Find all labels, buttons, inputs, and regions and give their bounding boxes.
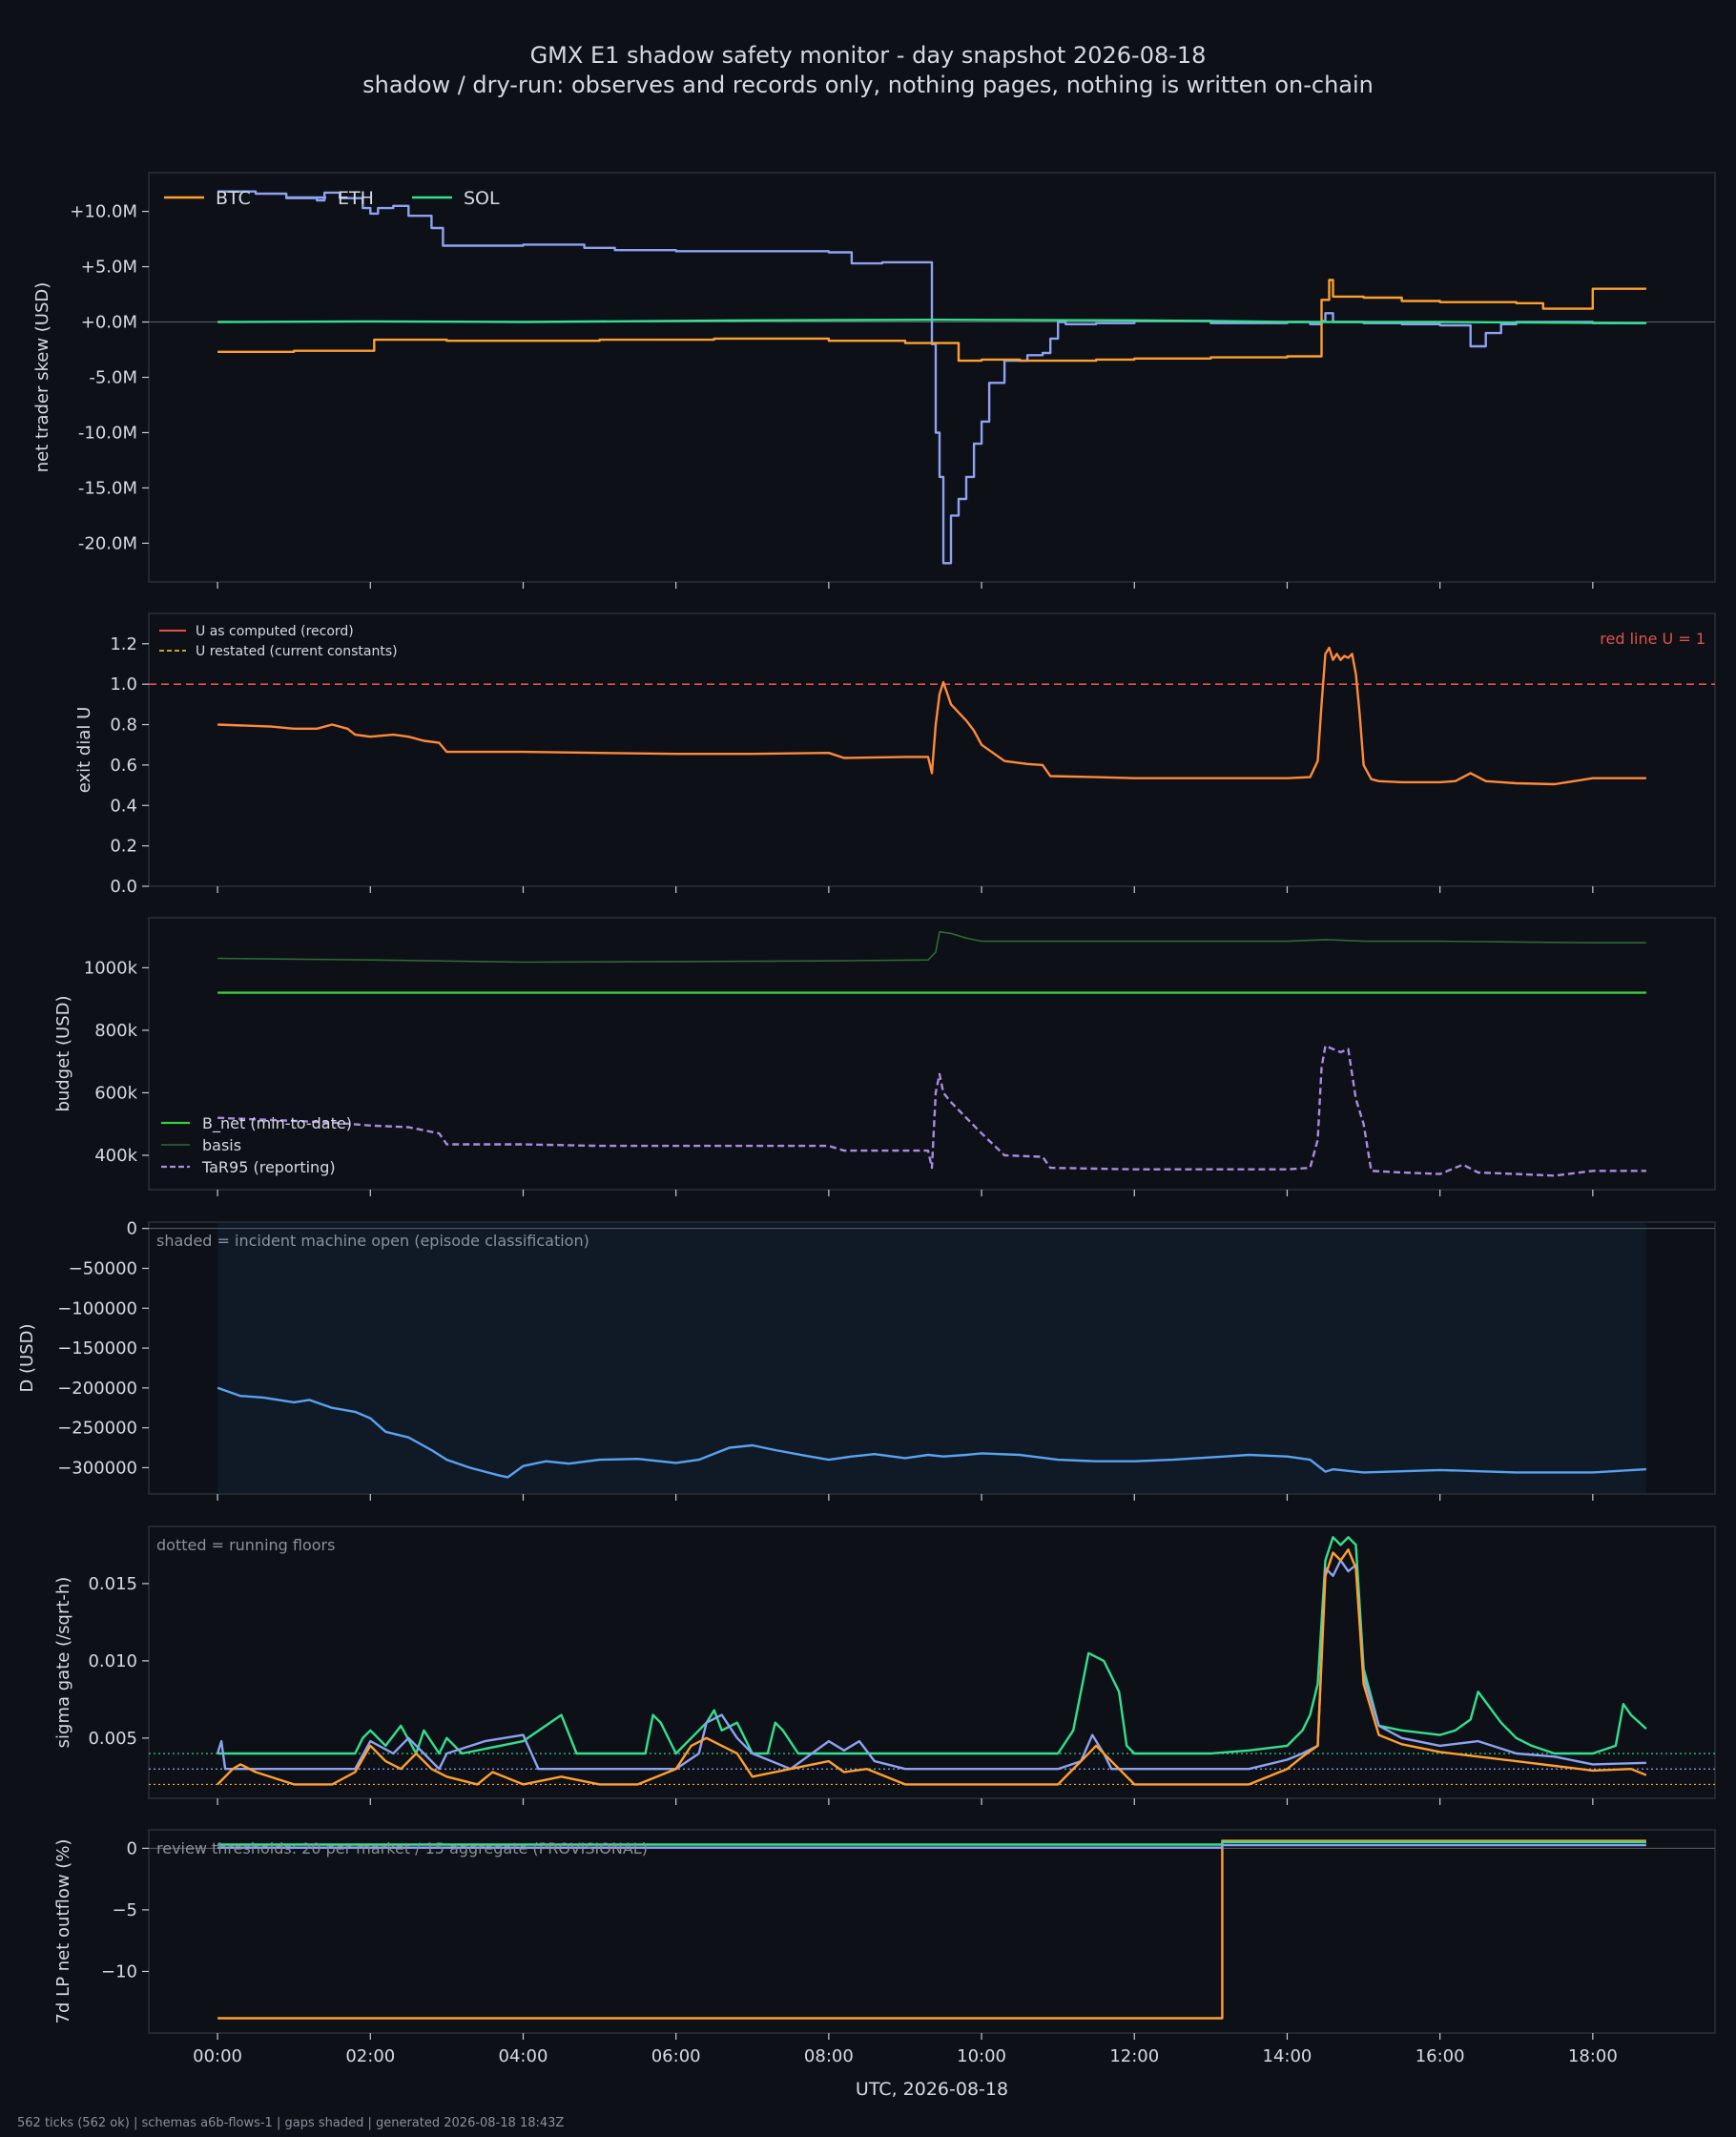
y-tick-label: −200000: [57, 1379, 137, 1399]
y-tick-label: 1000k: [84, 958, 138, 978]
x-tick-label: 00:00: [193, 2046, 242, 2066]
y-tick-label: +0.0M: [81, 313, 137, 333]
legend-label-eth: ETH: [338, 188, 374, 209]
series-line-tar95-reporting: [217, 1045, 1646, 1177]
x-axis-label: UTC, 2026-08-18: [856, 2079, 1008, 2100]
panel-annotation: shaded = incident machine open (episode …: [156, 1232, 589, 1250]
legend-label-u-as-computed-record: U as computed (record): [196, 624, 354, 639]
legend: U as computed (record) U restated (curren…: [159, 624, 398, 659]
y-tick-label: -10.0M: [78, 423, 137, 443]
panel-annotation: dotted = running floors: [156, 1536, 335, 1554]
legend-label-btc: BTC: [216, 188, 251, 209]
y-tick-label: 0.4: [110, 796, 137, 816]
x-tick-label: 16:00: [1416, 2046, 1465, 2066]
footer-status: 562 ticks (562 ok) | schemas a6b-flows-1…: [17, 2116, 564, 2130]
x-tick-label: 08:00: [804, 2046, 854, 2066]
chart-panels: +10.0M +5.0M +0.0M -5.0M -10.0M -15.0M -20.0M n…: [17, 172, 1716, 2066]
panel-d: 0 −50000 −100000 −150000 −200000 −250000 −3000…: [17, 1219, 1716, 1501]
y-tick-label: +5.0M: [81, 258, 137, 278]
series-line-d: [217, 1386, 1646, 1479]
x-tick-label: 14:00: [1263, 2046, 1312, 2066]
panel-skew: +10.0M +5.0M +0.0M -5.0M -10.0M -15.0M -20.0M n…: [32, 172, 1716, 589]
red-line-annotation: red line U = 1: [1600, 630, 1705, 648]
y-tick-label: 1.2: [110, 634, 137, 654]
series-line-basis: [217, 930, 1646, 964]
y-axis-label: 7d LP net outflow (%): [53, 1839, 73, 2024]
series-line-btc: [217, 279, 1646, 363]
y-tick-label: -15.0M: [78, 478, 137, 498]
panel-annotation: review thresholds: 20 per market / 15 ag…: [156, 1839, 648, 1857]
panel-sigma: 0.005 0.010 0.015 sigma gate (/sqrt-h) dotte…: [53, 1525, 1716, 1805]
y-tick-label: 0.8: [110, 716, 137, 736]
series-line-eth: [216, 1559, 1646, 1771]
y-axis-label: sigma gate (/sqrt-h): [53, 1577, 73, 1749]
legend: B_net (min-to-date) basis TaR95 (reporting…: [161, 1114, 352, 1176]
panel-frame: [148, 1525, 1716, 1799]
legend-label-u-restated-current-constants: U restated (current constants): [196, 644, 398, 659]
y-axis-label: D (USD): [17, 1323, 37, 1392]
y-tick-label: −10: [101, 1961, 137, 1981]
panel-lp_outflow: 0 −5 −10 00:00 02:00 04:00 06:00 08:00 10:00 12:0…: [53, 1829, 1716, 2066]
legend-label-tar95-reporting: TaR95 (reporting): [201, 1158, 336, 1176]
y-tick-label: -20.0M: [78, 533, 137, 553]
x-tick-label: 18:00: [1568, 2046, 1618, 2066]
y-tick-label: 0.015: [88, 1574, 137, 1594]
legend-label-b-net-min-to-date: B_net (min-to-date): [202, 1114, 352, 1133]
y-tick-label: +10.0M: [70, 202, 137, 222]
panel-exit_dial: 0.0 0.2 0.4 0.6 0.8 1.0 1.2 exit dial U red line…: [74, 612, 1716, 897]
y-axis-label: net trader skew (USD): [32, 282, 52, 473]
y-tick-label: 0.010: [88, 1651, 137, 1671]
y-tick-label: 0: [127, 1838, 137, 1858]
y-tick-label: 1.0: [110, 674, 137, 695]
x-tick-label: 10:00: [957, 2046, 1006, 2066]
panel-frame: [148, 1829, 1716, 2034]
y-tick-label: −150000: [57, 1338, 137, 1359]
series-line-u-as-computed-record: [217, 646, 1646, 786]
panel-frame: [148, 1221, 1716, 1495]
panel-frame: [148, 917, 1716, 1191]
series-line-sol: [217, 1536, 1647, 1755]
y-axis-label: budget (USD): [53, 995, 73, 1111]
y-tick-label: −250000: [57, 1419, 137, 1439]
y-tick-label: −300000: [57, 1458, 137, 1478]
y-tick-label: −5: [112, 1900, 137, 1920]
y-tick-label: −50000: [69, 1258, 137, 1278]
series-line-eth: [217, 190, 1646, 565]
legend-label-basis: basis: [202, 1136, 241, 1154]
y-tick-label: 600k: [94, 1083, 137, 1103]
figure-title: GMX E1 shadow safety monitor - day snaps…: [530, 42, 1207, 69]
series-line-btc: [217, 1548, 1647, 1786]
figure-subtitle: shadow / dry-run: observes and records o…: [362, 72, 1374, 98]
y-tick-label: 0.0: [110, 877, 137, 897]
y-tick-label: 0: [127, 1219, 137, 1239]
y-tick-label: 0.6: [110, 756, 137, 776]
y-tick-label: 800k: [94, 1021, 137, 1041]
panel-budget: 400k 600k 800k 1000k budget (USD) B_net (min-…: [53, 917, 1716, 1196]
panel-frame: [148, 612, 1716, 887]
y-tick-label: 0.005: [88, 1729, 137, 1749]
legend-label-sol: SOL: [464, 188, 500, 209]
series-line-eth: [217, 1843, 1646, 1849]
y-tick-label: −100000: [57, 1298, 137, 1318]
y-tick-label: 400k: [94, 1146, 137, 1166]
x-tick-label: 04:00: [499, 2046, 548, 2066]
x-tick-label: 12:00: [1109, 2046, 1159, 2066]
y-tick-label: 0.2: [110, 837, 137, 857]
x-tick-label: 06:00: [651, 2046, 701, 2066]
legend: BTC ETH SOL: [164, 188, 500, 209]
y-tick-label: -5.0M: [89, 368, 137, 388]
series-line-sol: [217, 319, 1646, 324]
x-tick-label: 02:00: [345, 2046, 395, 2066]
incident-shaded-span: [217, 1223, 1646, 1493]
y-axis-label: exit dial U: [74, 707, 94, 794]
series-line-btc: [217, 1839, 1646, 2020]
